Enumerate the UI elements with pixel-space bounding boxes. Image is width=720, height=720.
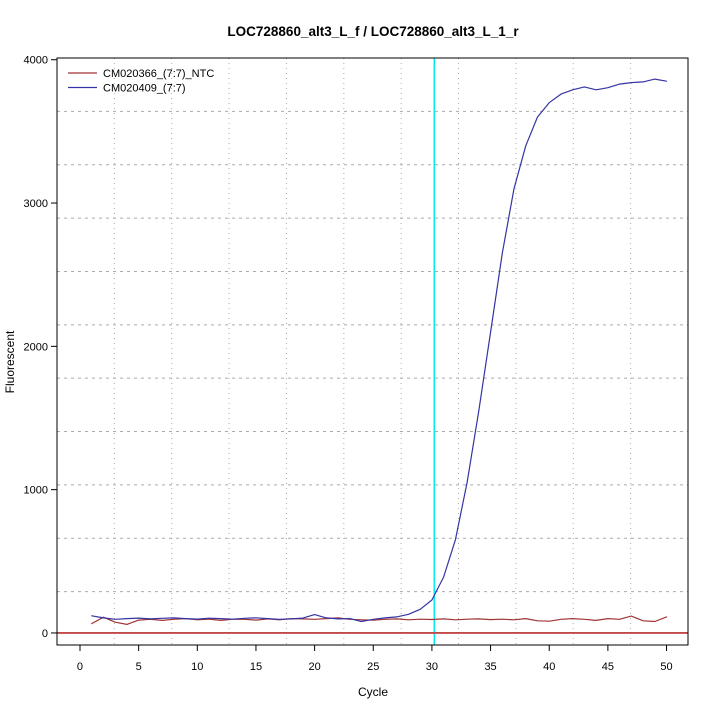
x-tick-label: 50 — [660, 661, 672, 673]
x-tick-label: 15 — [250, 661, 262, 673]
legend-label: CM020366_(7:7)_NTC — [103, 68, 214, 80]
x-tick-label: 45 — [602, 661, 614, 673]
figure-title: LOC728860_alt3_L_f / LOC728860_alt3_L_1_… — [227, 24, 519, 39]
x-tick-label: 0 — [77, 661, 83, 673]
legend: CM020366_(7:7)_NTC CM020409_(7:7) — [68, 68, 214, 95]
plot-border — [56, 57, 689, 646]
x-tick-label: 30 — [426, 661, 438, 673]
y-tick-label: 0 — [42, 628, 48, 640]
x-tick-label: 40 — [543, 661, 555, 673]
y-tick-label: 2000 — [24, 341, 48, 353]
x-tick-label: 25 — [367, 661, 379, 673]
x-tick-label: 35 — [484, 661, 496, 673]
axis-layer: 0 5 10 15 20 25 30 35 40 45 50 0 1000 2000 3000 4000 — [24, 55, 673, 673]
series-line-CM020409_(7:7) — [91, 78, 668, 623]
grid-layer — [57, 58, 688, 645]
marker-layer — [57, 58, 688, 645]
x-tick-label: 20 — [308, 661, 320, 673]
x-tick-label: 5 — [136, 661, 142, 673]
x-tick-label: 10 — [191, 661, 203, 673]
series-line-CM020366_(7:7)_NTC — [91, 615, 668, 626]
y-axis-label: Fluorescent — [3, 330, 17, 393]
x-axis-label: Cycle — [358, 685, 388, 699]
y-tick-label: 1000 — [24, 485, 48, 497]
y-tick-label: 3000 — [24, 198, 48, 210]
y-tick-label: 4000 — [24, 55, 48, 67]
legend-label: CM020409_(7:7) — [103, 83, 186, 95]
series-layer — [91, 78, 668, 626]
